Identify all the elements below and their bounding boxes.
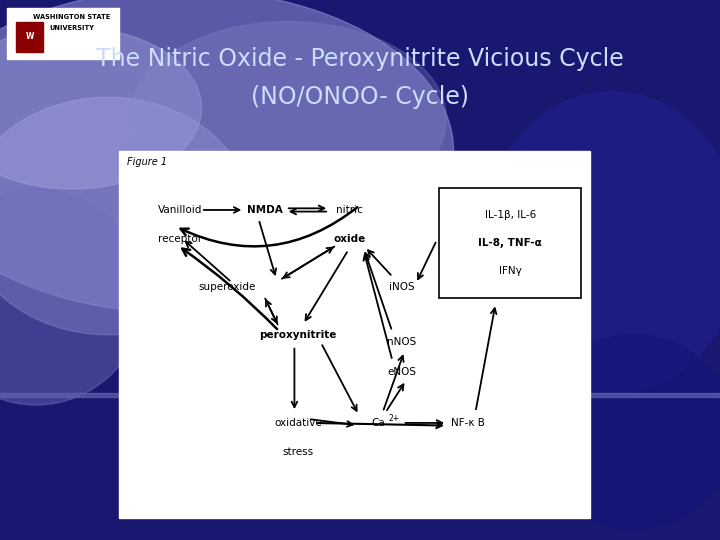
Text: Ca: Ca (372, 418, 385, 428)
Text: NMDA: NMDA (247, 205, 283, 215)
Text: The Nitric Oxide - Peroxynitrite Vicious Cycle: The Nitric Oxide - Peroxynitrite Vicious… (96, 48, 624, 71)
Ellipse shape (130, 22, 446, 216)
Text: Vanilloid: Vanilloid (158, 205, 202, 215)
Ellipse shape (533, 335, 720, 529)
Text: W: W (25, 32, 34, 42)
Text: IL-1β, IL-6: IL-1β, IL-6 (485, 211, 536, 220)
Bar (7, 8, 119, 59)
Text: superoxide: superoxide (198, 282, 256, 292)
Text: peroxynitrite: peroxynitrite (259, 330, 337, 340)
Text: nitric: nitric (336, 205, 364, 215)
Text: nNOS: nNOS (387, 337, 416, 347)
Text: oxide: oxide (334, 234, 366, 244)
Bar (439, 188, 581, 298)
Text: WASHINGTON STATE: WASHINGTON STATE (33, 15, 111, 21)
Text: eNOS: eNOS (387, 367, 416, 376)
Bar (119, 151, 590, 518)
Text: IL-8, TNF-α: IL-8, TNF-α (478, 238, 542, 248)
Ellipse shape (0, 27, 202, 189)
Ellipse shape (482, 92, 720, 394)
Bar (0, 393, 720, 397)
Ellipse shape (0, 97, 252, 335)
Text: UNIVERSITY: UNIVERSITY (50, 25, 94, 31)
Ellipse shape (0, 0, 454, 313)
Text: oxidative: oxidative (274, 418, 322, 428)
Text: Figure 1: Figure 1 (127, 157, 168, 167)
Text: (NO/ONOO- Cycle): (NO/ONOO- Cycle) (251, 85, 469, 109)
Text: receptor: receptor (158, 234, 202, 244)
Text: NF-κ B: NF-κ B (451, 418, 485, 428)
Text: iNOS: iNOS (389, 282, 415, 292)
Text: IFNγ: IFNγ (499, 266, 522, 275)
Text: stress: stress (282, 447, 314, 457)
Bar (16, 22, 43, 52)
Text: 2+: 2+ (389, 414, 400, 423)
Ellipse shape (0, 189, 144, 405)
